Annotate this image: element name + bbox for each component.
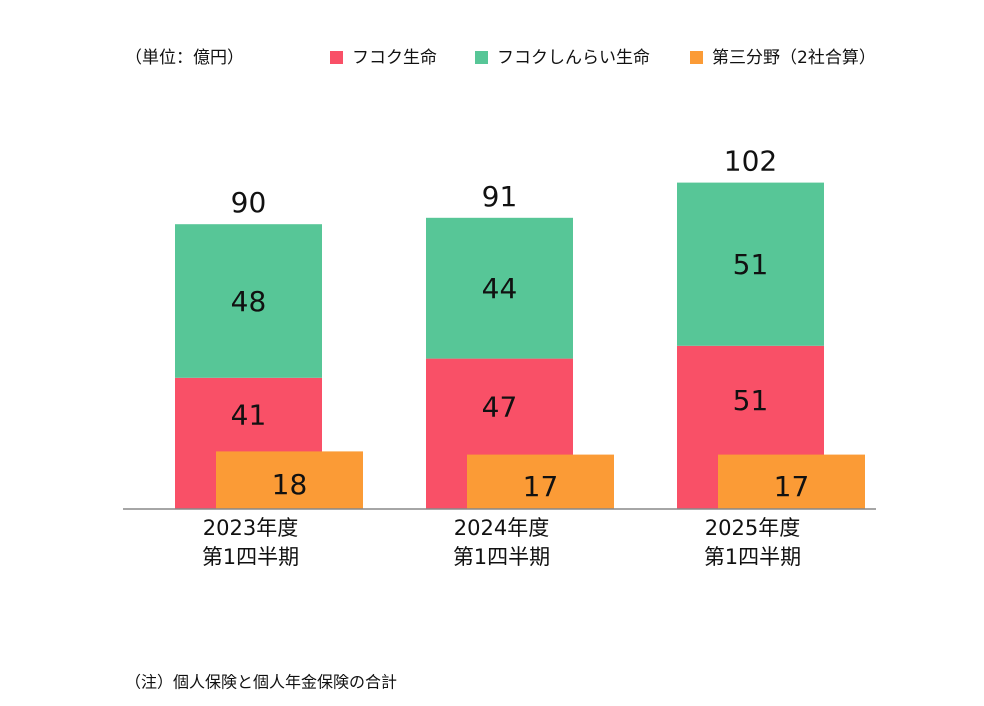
bar xyxy=(467,454,614,509)
total-label: 91 xyxy=(482,180,518,213)
legend-swatch xyxy=(690,51,703,64)
bar-segment xyxy=(426,217,573,359)
bar-segment xyxy=(677,182,824,346)
x-tick-label: 2025年度 xyxy=(705,516,800,540)
value-label: 17 xyxy=(523,470,559,503)
total-label: 90 xyxy=(231,186,267,219)
legend-label: フコクしんらい生命 xyxy=(497,48,650,68)
x-tick-label: 第1四半期 xyxy=(704,545,801,569)
note: （注）個人保険と個人年金保険の合計 xyxy=(125,673,397,692)
bar xyxy=(718,454,865,509)
x-tick-label: 第1四半期 xyxy=(453,545,550,569)
value-label: 51 xyxy=(733,248,769,281)
value-label: 18 xyxy=(272,468,308,501)
bar xyxy=(216,451,363,509)
unit-label: （単位：億円） xyxy=(125,48,244,68)
legend-label: フコク生命 xyxy=(352,48,437,68)
legend-label: 第三分野（2社合算） xyxy=(712,48,876,68)
x-tick-label: 2024年度 xyxy=(454,516,549,540)
x-tick-label: 2023年度 xyxy=(203,516,298,540)
total-label: 102 xyxy=(724,145,777,178)
value-label: 48 xyxy=(231,285,267,318)
legend-swatch xyxy=(330,51,343,64)
value-label: 51 xyxy=(733,384,769,417)
value-label: 44 xyxy=(482,272,518,305)
value-label: 47 xyxy=(482,391,518,424)
value-label: 41 xyxy=(231,399,267,432)
bar-segment xyxy=(175,224,322,378)
legend-swatch xyxy=(475,51,488,64)
value-label: 17 xyxy=(774,470,810,503)
x-tick-label: 第1四半期 xyxy=(202,545,299,569)
